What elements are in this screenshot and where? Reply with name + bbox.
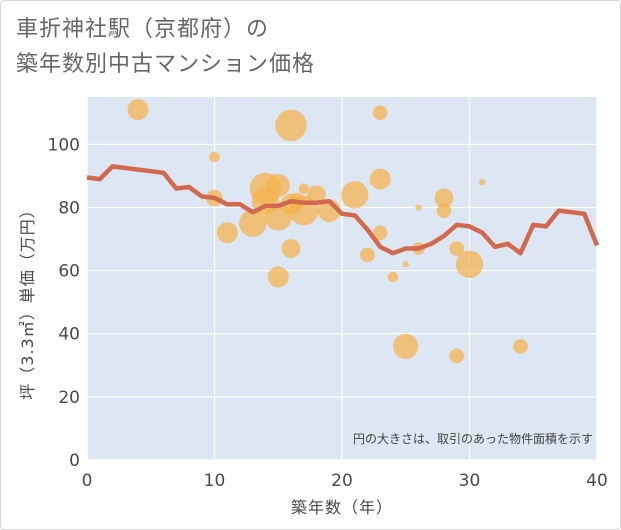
bubble-point: [267, 266, 289, 288]
gridlines: [86, 97, 598, 461]
x-tick-labels: 0 10 20 30 40: [82, 471, 608, 491]
bubble-point: [402, 261, 409, 268]
bubble-point: [479, 179, 486, 186]
bubble-point: [393, 333, 419, 359]
y-tick-label: 20: [58, 388, 80, 408]
y-tick-label: 100: [48, 135, 80, 155]
bubble-point: [415, 204, 422, 211]
bubble-point: [372, 105, 388, 121]
bubbles: [127, 99, 528, 364]
bubble-point: [127, 99, 149, 121]
bubble-point: [216, 222, 238, 244]
average-price-line: [86, 164, 600, 256]
bubble-point: [298, 183, 309, 194]
x-tick-label: 0: [82, 471, 93, 491]
title-line-1: 車折神社駅（京都府）の: [16, 17, 270, 42]
bubble-point: [341, 181, 369, 209]
bubble-point: [209, 151, 220, 163]
bubble-point: [449, 348, 465, 364]
bubble-point: [436, 203, 452, 218]
x-axis-label: 築年数（年）: [291, 498, 393, 517]
bubble-point: [455, 250, 484, 278]
bubble-point: [434, 188, 454, 208]
bubble-point: [307, 185, 326, 205]
bubble-point: [449, 241, 465, 256]
bubble-point: [266, 173, 290, 197]
y-tick-label: 0: [69, 451, 80, 471]
title-line-2: 築年数別中古マンション価格: [16, 52, 316, 77]
bubble-point: [372, 225, 388, 241]
y-tick-label: 60: [58, 262, 80, 282]
bubble-point: [387, 271, 399, 283]
y-tick-label: 80: [58, 198, 80, 218]
y-tick-labels: 0 20 40 60 80 100: [48, 135, 80, 471]
size-note: 円の大きさは、取引のあった物件面積を示す: [353, 431, 593, 446]
y-axis-label: 坪（3.3㎡）単価（万円）: [18, 201, 37, 399]
bubble-point: [513, 339, 528, 354]
x-tick-label: 20: [331, 471, 353, 491]
bubble-point: [369, 168, 391, 190]
y-tick-label: 40: [58, 325, 80, 345]
bubble-point: [239, 209, 267, 237]
bubble-point: [275, 109, 307, 142]
chart-title: 車折神社駅（京都府）の 築年数別中古マンション価格: [16, 12, 315, 82]
bubble-point: [281, 239, 301, 258]
x-tick-label: 40: [586, 471, 608, 491]
x-tick-label: 30: [459, 471, 481, 491]
bubble-point: [360, 247, 375, 263]
x-tick-label: 10: [204, 471, 226, 491]
